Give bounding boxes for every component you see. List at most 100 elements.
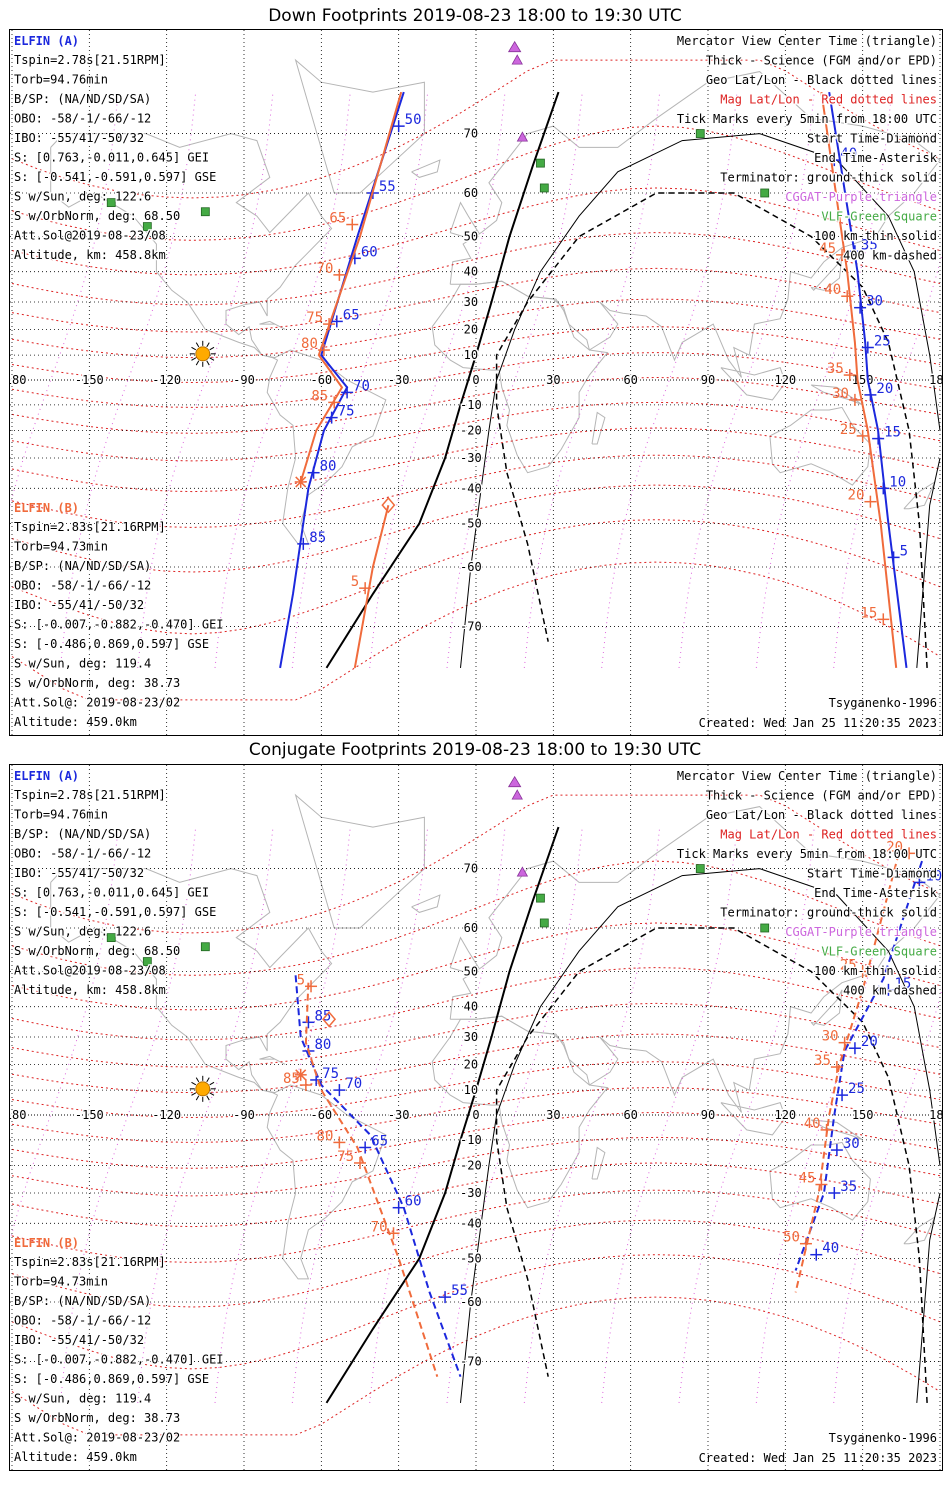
elfin-a-info-line: S w/OrbNorm, deg: 68.50 [14,944,180,958]
legend-entry: Mag Lat/Lon - Red dotted lines [720,828,937,842]
lat-tick-label: -40 [460,1216,482,1230]
sun-ray [209,346,215,351]
mag-parallel [11,1254,941,1370]
track-tick-label: 5 [900,543,908,559]
track-tick-label: 30 [843,1136,860,1152]
sun-ray [191,1081,197,1086]
lat-tick-label: 20 [464,1057,478,1071]
track-tick-label: 30 [832,386,849,402]
lon-tick-label: -60 [310,1108,332,1122]
lat-tick-label: -60 [460,560,482,574]
track-tick-label: 80 [320,459,337,475]
lat-tick-label: -50 [460,1252,482,1266]
track-tick-label: 35 [814,1053,831,1069]
track-tick-label: 35 [827,361,844,377]
elfin-a-label: ELFIN (A) [14,769,79,783]
coastline [591,1146,606,1180]
legend-entry: CGGAT-Purple triangle [785,925,937,939]
lon-tick-label: 150 [852,1108,874,1122]
lat-tick-label: -30 [460,1186,482,1200]
vlf-station-square [536,158,545,168]
elfin-a-info-line: S: [-0.541,-0.591,0.597] GSE [14,905,216,919]
lon-tick-label: 60 [623,1108,637,1122]
mag-parallel [11,519,941,635]
lon-tick-label: -120 [152,1108,181,1122]
vlf-station-square [200,207,210,217]
elfin-b-info-line: S: [-0.007,-0.882,-0.470] GEI [14,618,224,632]
cggat-triangle [516,866,529,877]
panel-title-down: Down Footprints 2019-08-23 18:00 to 19:3… [268,6,682,26]
track-tick-label: 85 [309,530,326,546]
mag-parallel [11,401,941,462]
lat-tick-label: -50 [460,517,482,531]
lon-tick-label: 180 [929,373,942,387]
lon-tick-label: -60 [310,373,332,387]
lon-tick-label: 30 [546,373,560,387]
coastline [411,894,441,913]
vlf-station-square [106,933,116,943]
coastline [810,384,863,406]
mag-parallel [11,484,941,573]
elfin-b-info-line: OBO: -58/-1/-66/-12 [14,1314,151,1328]
track-tick-label: 70 [353,378,370,394]
track-elfin-a [294,975,462,1378]
cggat-triangle [511,54,523,65]
track-tick-label: 65 [371,1133,388,1149]
lon-tick-label: 120 [774,1108,796,1122]
track-tick-label: 40 [804,1116,821,1132]
start-diamond [381,497,396,514]
legend-entry: Mag Lat/Lon - Red dotted lines [720,93,937,107]
track-elfin-a [279,91,405,669]
lon-tick-label: -150 [75,1108,104,1122]
track-tick-label: 75 [322,1066,339,1082]
created-label: Created: Wed Jan 25 11:20:35 2023 [699,1451,937,1465]
elfin-b-info-line: IBO: -55/41/-50/32 [14,598,144,612]
vlf-station-square [695,129,705,138]
terminator-100km [460,133,941,668]
mag-parallel [11,1296,941,1436]
track-elfin-b [299,91,403,483]
coastline [431,280,609,474]
elfin-b-info-line: S w/OrbNorm, deg: 38.73 [14,676,180,690]
elfin-b-info-line: S w/Sun, deg: 119.4 [14,1392,151,1406]
coastline [769,1141,871,1221]
sun-ray [195,1077,200,1083]
legend-entry: Start Time-Diamond [807,132,937,146]
mag-parallel [11,1087,941,1143]
sun-disc [195,1081,211,1097]
sun-ray [206,1077,210,1083]
sun-ray [191,346,197,351]
track-tick-label: 40 [840,146,857,162]
track-tick-label: 15 [894,976,911,992]
legend-entry: End Time-Asterisk [814,886,938,900]
end-asterisk [294,475,307,488]
start-diamond [322,1011,337,1028]
track-tick-label: 40 [822,1241,839,1257]
track-tick-label: 15 [884,425,901,441]
vlf-station-square [142,222,152,231]
track-tick-label: 80 [301,336,318,352]
legend-entry: Mercator View Center Time (triangle) [677,34,937,48]
legend-entry: Tick Marks every 5min from 18:00 UTC [677,847,937,861]
mag-parallel [11,352,941,408]
sun-icon [189,1075,216,1102]
legend-entry: Mercator View Center Time (triangle) [677,769,937,783]
lat-tick-label: 60 [464,186,478,200]
lat-tick-label: -30 [460,451,482,465]
track-tick-label: 25 [848,1081,865,1097]
lat-tick-label: 10 [464,348,478,362]
asterisk-stroke [295,476,307,488]
sun-ray [195,360,200,366]
coastline [449,936,480,973]
track-elfin-a [828,91,908,669]
track-tick-label: 5 [297,972,305,988]
lon-tick-label: -90 [233,1108,255,1122]
lon-tick-label: -90 [233,373,255,387]
lon-tick-label: -30 [388,373,410,387]
track-tick-label: 65 [329,211,346,227]
elfin-a-info-line: Altitude, km: 458.8km [14,983,166,997]
conjugate-footprints-panel: -180 -150 -120 -90 -60 -30 0 30 60 90 120 150 180 70 6… [9,764,943,1471]
track-tick-label: 20 [876,381,893,397]
sun-ray [195,342,200,348]
lon-tick-label: 30 [546,1108,560,1122]
